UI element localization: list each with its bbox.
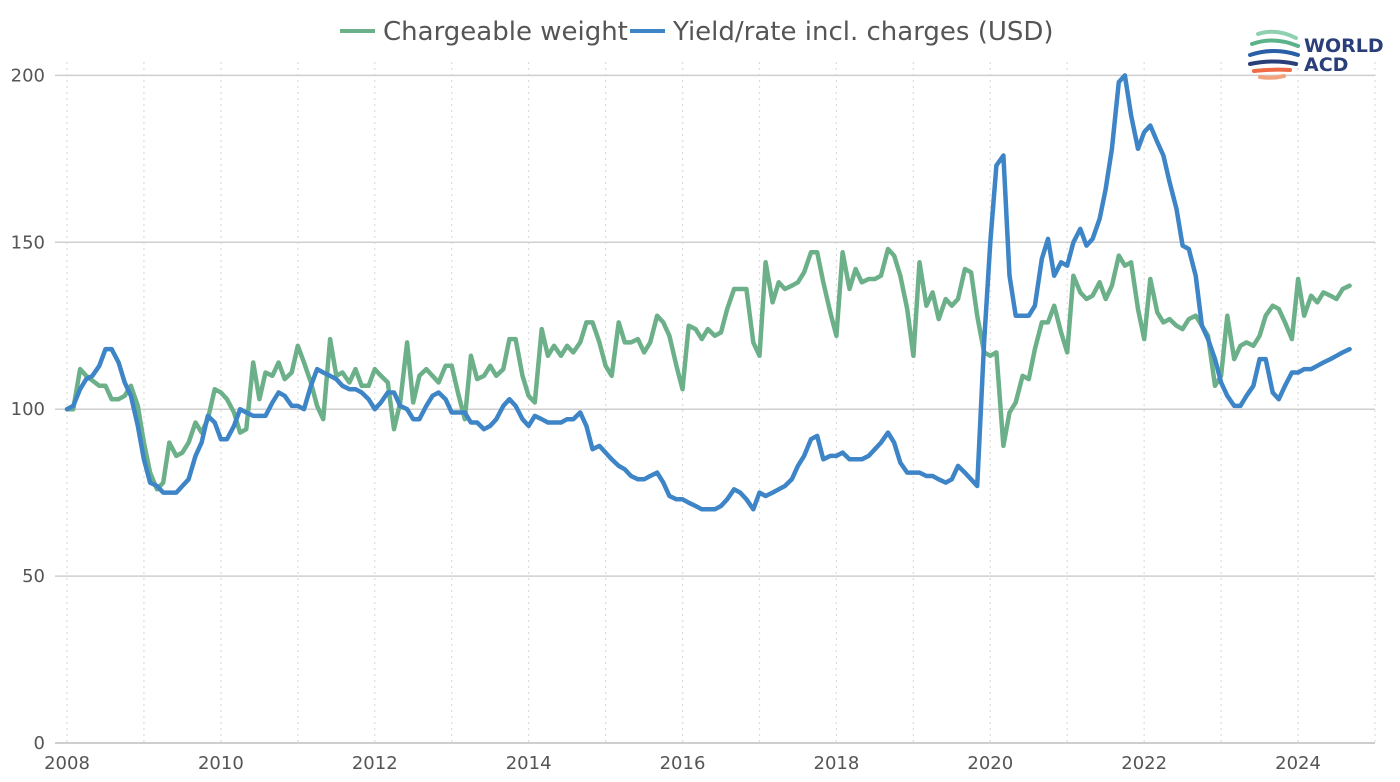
x-tick-label: 2016 (660, 753, 706, 774)
horizontal-gridlines (55, 74, 1375, 744)
y-tick-label: 100 (11, 399, 45, 420)
x-tick-label: 2012 (352, 753, 398, 774)
vertical-gridlines (66, 62, 1376, 743)
y-tick-label: 50 (22, 566, 45, 587)
x-axis-tick-labels: 2008 2010 2012 2014 2016 2018 2020 2022 2024 (44, 753, 1321, 774)
legend: Chargeable weight Yield/rate incl. charg… (340, 17, 1054, 47)
x-tick-label: 2024 (1275, 753, 1321, 774)
series-line-chargeable-weight (64, 246, 1352, 492)
legend-label-chargeable-weight: Chargeable weight (383, 17, 628, 47)
x-tick-label: 2020 (967, 753, 1013, 774)
y-tick-label: 0 (34, 733, 45, 754)
series-lines (64, 73, 1352, 512)
world-acd-logo: WORLD ACD (1248, 29, 1384, 80)
legend-label-yield-rate: Yield/rate incl. charges (USD) (672, 17, 1054, 47)
logo-text-world: WORLD (1304, 35, 1384, 57)
world-acd-logo-icon (1248, 29, 1300, 80)
y-tick-label: 150 (11, 232, 45, 253)
y-axis-tick-labels: 0 50 100 150 200 (11, 65, 45, 754)
x-tick-label: 2014 (506, 753, 552, 774)
x-tick-label: 2022 (1121, 753, 1167, 774)
series-line-yield-rate (64, 73, 1352, 512)
y-tick-label: 200 (11, 65, 45, 86)
logo-text-acd: ACD (1304, 54, 1348, 76)
x-tick-label: 2018 (814, 753, 860, 774)
x-tick-label: 2010 (198, 753, 244, 774)
x-tick-label: 2008 (44, 753, 90, 774)
